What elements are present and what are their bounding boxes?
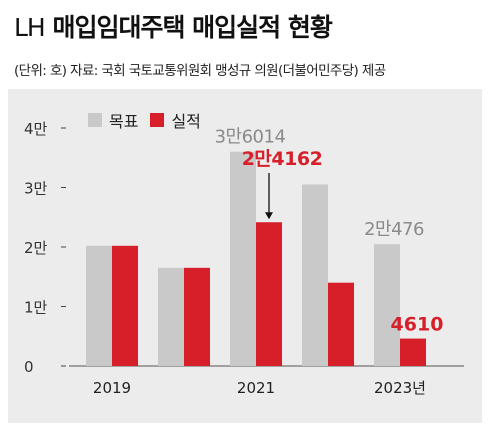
data-label-actual-2021: 2만4162 <box>242 148 323 170</box>
bar-target-2020 <box>158 267 184 366</box>
x-tick-label: 2021 <box>237 379 275 397</box>
bar-target-2021 <box>230 151 256 366</box>
bars <box>86 151 426 366</box>
y-tick-label: 1만 <box>24 299 48 317</box>
legend: 목표 실적 <box>88 108 213 132</box>
data-label-target-2023: 2만476 <box>364 219 424 240</box>
x-tick-label: 2019 <box>93 379 131 397</box>
data-label-pointer-head <box>265 212 273 220</box>
bar-target-2022 <box>302 184 328 366</box>
bar-actual-2021 <box>256 222 282 366</box>
legend-swatch-actual <box>150 113 165 127</box>
data-label-actual-2023: 4610 <box>391 314 444 336</box>
bar-actual-2022 <box>328 282 354 366</box>
chart-title: LH 매입임대주택 매입실적 현황 <box>14 8 333 44</box>
legend-swatch-target <box>88 113 102 127</box>
data-label-target-2021: 3만6014 <box>215 127 286 148</box>
y-tick-label: 3만 <box>24 180 48 198</box>
chart-source: (단위: 호) 자료: 국회 국토교통위원회 맹성규 의원(더불어민주당) 제공 <box>14 63 386 79</box>
bar-target-2023 <box>374 244 400 366</box>
legend-item-target: 목표 <box>88 108 138 132</box>
legend-label-actual: 실적 <box>171 112 201 131</box>
bar-actual-2023 <box>400 338 426 366</box>
y-tick-label: 0 <box>24 358 34 376</box>
bar-target-2019 <box>86 245 112 366</box>
chart-title-main: 매입임대주택 매입실적 현황 <box>52 13 332 42</box>
bar-actual-2020 <box>184 267 210 366</box>
chart-title-prefix: LH <box>14 13 46 42</box>
y-axis: 4만 3만 2만 1만 0 <box>24 120 66 376</box>
y-tick-label: 2만 <box>24 239 48 257</box>
legend-label-target: 목표 <box>109 112 139 131</box>
x-tick-label: 2023년 <box>374 379 426 397</box>
x-axis: 2019 2021 2023년 <box>93 379 426 397</box>
y-tick-label: 4만 <box>24 120 48 138</box>
legend-item-actual: 실적 <box>150 108 201 132</box>
bar-actual-2019 <box>112 245 138 366</box>
